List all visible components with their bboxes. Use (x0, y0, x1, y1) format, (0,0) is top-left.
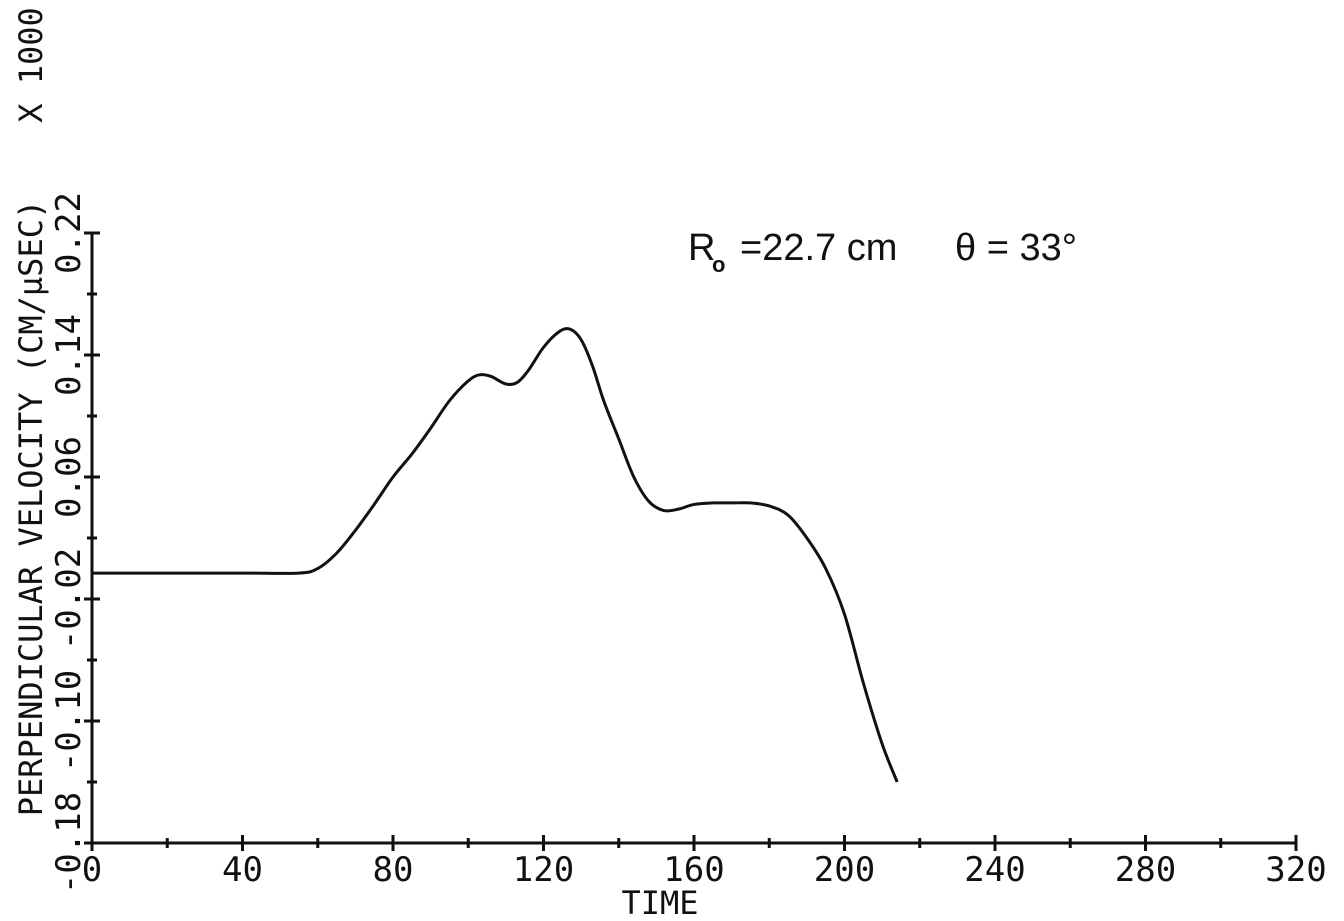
y-tick-label: 0.14 (49, 314, 89, 396)
y-axis-multiplier: X 1000 (12, 7, 50, 123)
y-tick-label: 0.22 (49, 192, 89, 274)
x-tick-label: 80 (373, 850, 414, 890)
radius-subscript: o (712, 252, 725, 277)
radius-value: =22.7 cm (740, 227, 897, 269)
x-tick-label: 0 (82, 850, 102, 890)
x-tick-label: 160 (663, 850, 724, 890)
x-tick-label: 280 (1115, 850, 1176, 890)
series-line (92, 327, 899, 783)
parameter-annotation: R o =22.7 cm θ = 33° (688, 227, 1077, 277)
y-tick-label: 0.06 (49, 436, 89, 518)
plot-area (92, 327, 899, 783)
radius-symbol: R (688, 227, 715, 269)
ticks (84, 231, 1298, 851)
x-axis-title: TIME (621, 884, 698, 921)
axes (90, 233, 1296, 845)
x-tick-label: 120 (513, 850, 574, 890)
x-tick-label: 240 (964, 850, 1025, 890)
y-tick-label: -0.18 (49, 792, 89, 894)
x-tick-label: 200 (814, 850, 875, 890)
x-tick-label: 320 (1265, 850, 1326, 890)
y-tick-label: -0.02 (49, 548, 89, 650)
angle-annotation: θ = 33° (955, 227, 1077, 269)
y-tick-label: -0.10 (49, 670, 89, 772)
x-tick-label: 40 (222, 850, 263, 890)
tick-labels: 0 40 80 120 160 200 240 280 320 -0.18 -0.10 -0.02 0.… (49, 192, 1327, 894)
y-axis-title: PERPENDICULAR VELOCITY (CM/µSEC) (12, 200, 50, 817)
